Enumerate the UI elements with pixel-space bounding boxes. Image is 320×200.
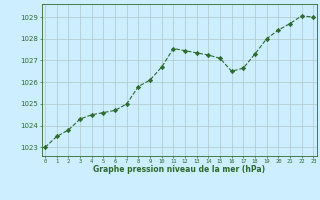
X-axis label: Graphe pression niveau de la mer (hPa): Graphe pression niveau de la mer (hPa): [93, 165, 265, 174]
